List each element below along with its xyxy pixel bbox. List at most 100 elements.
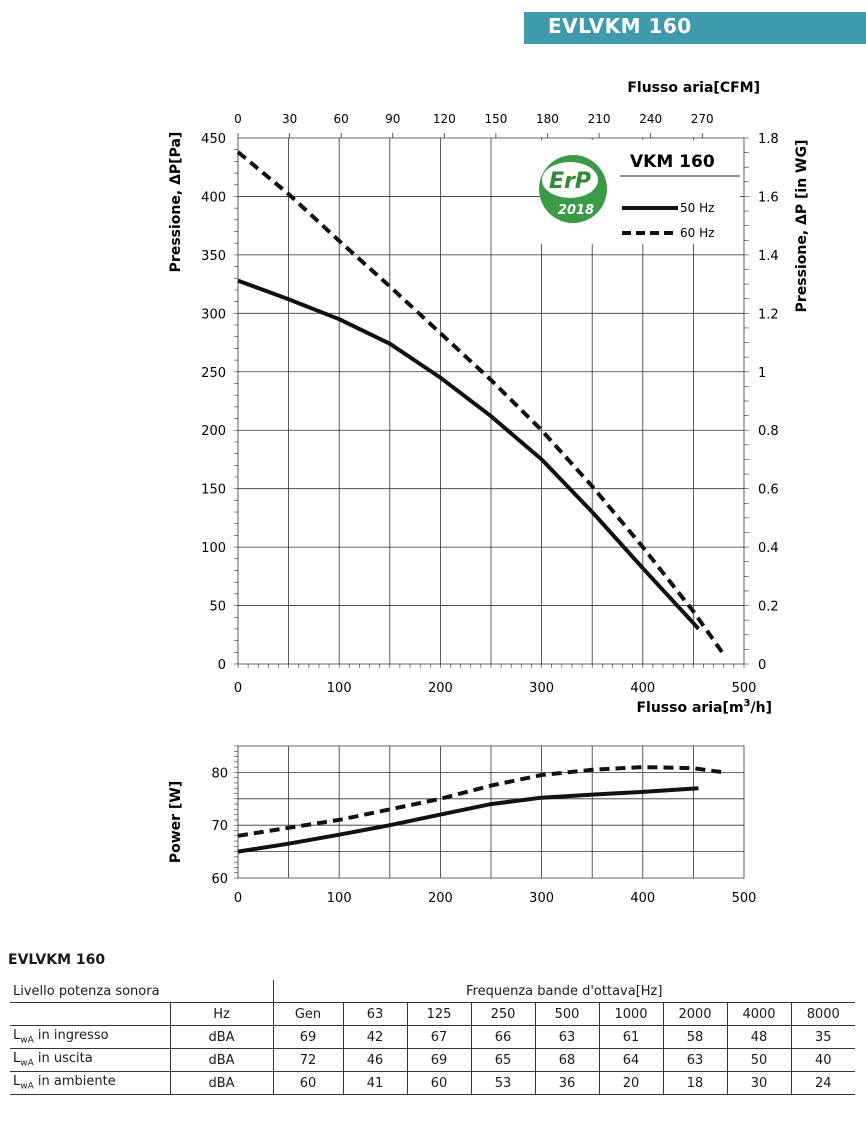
x-tick-label: 0 [234, 681, 242, 696]
power-x-tick-label: 300 [529, 891, 554, 906]
erp-badge-text: ErP [549, 169, 591, 194]
power-x-tick-label: 0 [234, 891, 242, 906]
series-line-50hz [237, 278, 701, 631]
table-cell: 35 [790, 1025, 855, 1049]
table-cell: 67 [406, 1025, 472, 1049]
column-header: 1000 [598, 1002, 664, 1026]
table-cell: 42 [342, 1025, 408, 1049]
table-cell: 63 [534, 1025, 600, 1049]
top-tick-label: 180 [536, 112, 559, 126]
table-cell: 60 [272, 1071, 344, 1095]
row-unit: dBA [169, 1025, 274, 1049]
y-axis-label: Pressione, ΔP[Pa] [168, 132, 184, 273]
right-tick-label: 1.6 [758, 190, 779, 205]
y-tick-label: 100 [201, 541, 226, 556]
series-line-60hz [236, 150, 726, 656]
y-tick-label: 50 [209, 600, 226, 615]
top-tick-label: 270 [691, 112, 714, 126]
y-tick-label: 300 [201, 307, 226, 322]
table-cell: 24 [790, 1071, 855, 1095]
column-header: 250 [470, 1002, 536, 1026]
table-cell: 18 [662, 1071, 728, 1095]
table-cell: 36 [534, 1071, 600, 1095]
power-x-tick-label: 200 [428, 891, 453, 906]
table-cell: 61 [598, 1025, 664, 1049]
power-x-tick-label: 400 [630, 891, 655, 906]
top-tick-label: 120 [433, 112, 456, 126]
right-axis-label: Pressione, ΔP [in WG] [794, 140, 810, 313]
x-tick-label: 400 [630, 681, 655, 696]
right-tick-label: 0.2 [758, 600, 779, 615]
table-cell: 53 [470, 1071, 536, 1095]
x-tick-label: 300 [529, 681, 554, 696]
x-tick-label: 200 [428, 681, 453, 696]
table-cell: 63 [662, 1048, 728, 1072]
x-axis-label: Flusso aria[m3/h] [636, 698, 772, 716]
table-row: LwA in uscita dBA 72 46 69 65 68 64 63 50 40 [10, 1048, 855, 1072]
table-cell: 69 [272, 1025, 344, 1049]
unit-header: Hz [169, 1002, 274, 1026]
top-tick-label: 30 [282, 112, 297, 126]
power-series-line-60hz [237, 765, 725, 838]
right-tick-label: 0.8 [758, 424, 779, 439]
row-label: LwA in ambiente [10, 1071, 171, 1095]
column-header: 4000 [726, 1002, 792, 1026]
column-header: 500 [534, 1002, 600, 1026]
column-header-row: Hz Gen 63 125 250 500 1000 2000 4000 8000 [10, 1002, 855, 1026]
erp-badge-year: 2018 [558, 203, 594, 218]
table-cell: 64 [598, 1048, 664, 1072]
table-cell: 68 [534, 1048, 600, 1072]
row-label: LwA in uscita [10, 1048, 171, 1072]
blank-header-cell [10, 1002, 171, 1026]
table-cell: 66 [470, 1025, 536, 1049]
top-tick-label: 60 [334, 112, 349, 126]
table-cell: 40 [790, 1048, 855, 1072]
x-tick-label: 100 [327, 681, 352, 696]
table-row: LwA in ambiente dBA 60 41 60 53 36 20 18 30 24 [10, 1071, 855, 1095]
row-unit: dBA [169, 1071, 274, 1095]
column-header: 63 [342, 1002, 408, 1026]
right-tick-label: 0.4 [758, 541, 779, 556]
power-y-tick-label: 60 [211, 872, 228, 887]
y-tick-label: 0 [218, 658, 226, 673]
legend-label-60hz: 60 Hz [680, 226, 714, 240]
y-tick-label: 400 [201, 190, 226, 205]
page-title: EVLVKM 160 [548, 14, 692, 38]
top-tick-label: 150 [484, 112, 507, 126]
table-cell: 46 [342, 1048, 408, 1072]
right-tick-label: 1.4 [758, 249, 779, 264]
y-tick-label: 450 [201, 132, 226, 147]
power-y-tick-label: 80 [211, 766, 228, 781]
row-label: LwA in ingresso [10, 1025, 171, 1049]
column-header: 125 [406, 1002, 472, 1026]
table-cell: 50 [726, 1048, 792, 1072]
table-cell: 69 [406, 1048, 472, 1072]
right-tick-label: 1.2 [758, 307, 779, 322]
power-y-tick-label: 70 [211, 819, 228, 834]
table-cell: 58 [662, 1025, 728, 1049]
table-cell: 20 [598, 1071, 664, 1095]
top-tick-label: 0 [234, 112, 242, 126]
column-header: 8000 [790, 1002, 855, 1026]
erp-badge-inner [542, 162, 598, 198]
header-band [524, 12, 866, 44]
y-tick-label: 250 [201, 366, 226, 381]
x-tick-label: 500 [732, 681, 757, 696]
power-y-axis-label: Power [W] [168, 781, 184, 863]
right-tick-label: 0.6 [758, 483, 779, 498]
y-tick-label: 350 [201, 249, 226, 264]
sound-power-table: Livello potenza sonora Frequenza bande d… [10, 980, 855, 1095]
table-cell: 65 [470, 1048, 536, 1072]
column-header: 2000 [662, 1002, 728, 1026]
table-cell: 60 [406, 1071, 472, 1095]
legend-title: VKM 160 [630, 152, 715, 172]
table-cell: 72 [272, 1048, 344, 1072]
table-cell: 48 [726, 1025, 792, 1049]
table-cell: 30 [726, 1071, 792, 1095]
top-axis-label: Flusso aria[CFM] [627, 80, 760, 96]
y-tick-label: 150 [201, 483, 226, 498]
row-unit: dBA [169, 1048, 274, 1072]
right-tick-label: 0 [758, 658, 766, 673]
power-x-tick-label: 500 [732, 891, 757, 906]
